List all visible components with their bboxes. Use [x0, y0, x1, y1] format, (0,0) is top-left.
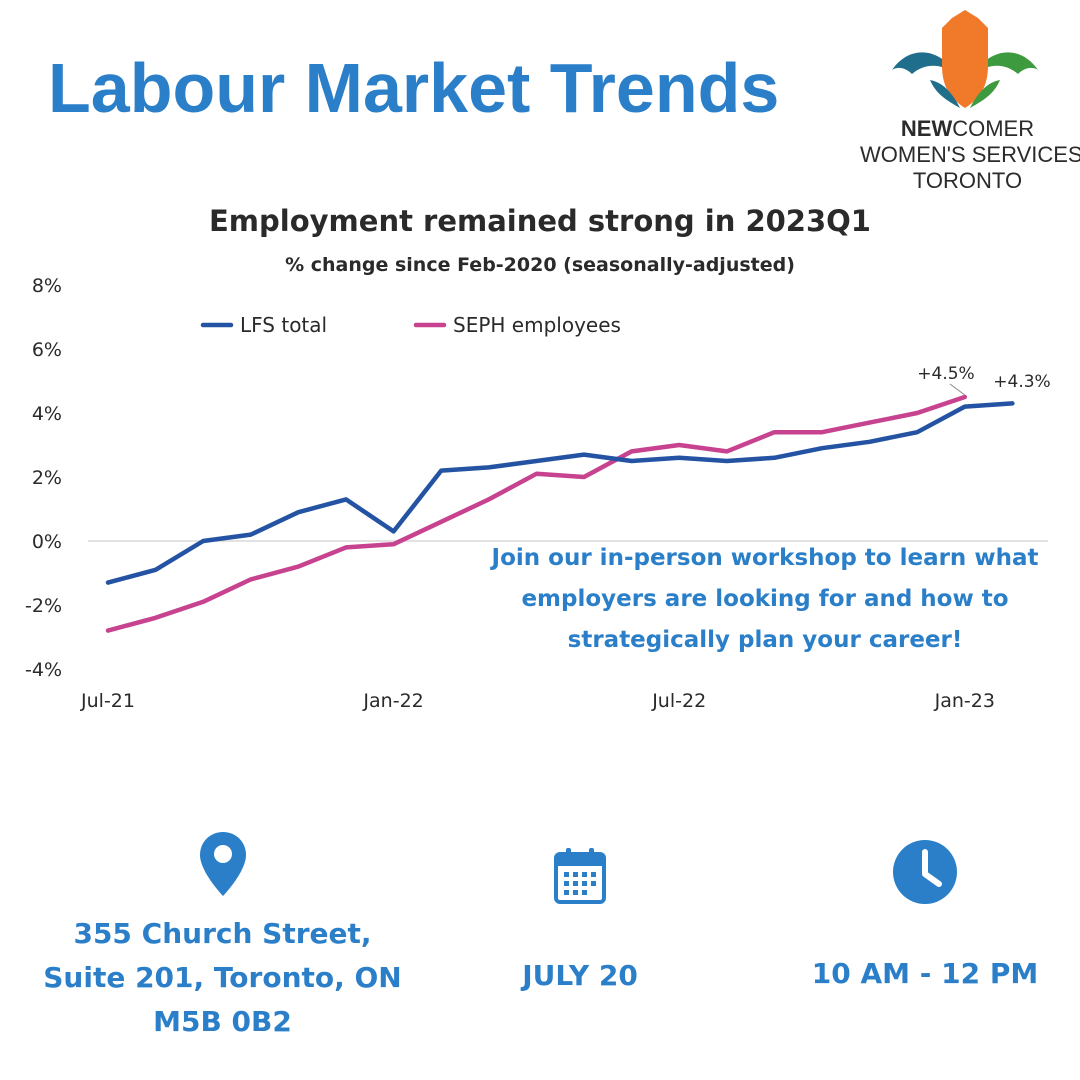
y-tick-label: 4% — [32, 403, 62, 425]
logo-line-2: WOMEN'S SERVICES — [860, 142, 1080, 167]
location-line-1: 355 Church Street, — [73, 917, 372, 950]
y-tick-label: -4% — [25, 659, 62, 681]
line-chart: 8% 6% 4% 2% 0% -2% -4% Jul-21 Jan-22 Jul-22 Jan-23… — [25, 275, 1051, 712]
organization-logo: NEWCOMER WOMEN'S SERVICES TORONTO — [860, 8, 1080, 193]
series-line-seph-employees — [105, 394, 968, 633]
event-date: JULY 20 — [522, 959, 638, 992]
legend-label: LFS total — [240, 313, 327, 337]
legend-label: SEPH employees — [453, 313, 621, 337]
y-tick-label: 0% — [32, 531, 62, 553]
x-tick-label: Jan-23 — [934, 690, 995, 712]
page-title: Labour Market Trends — [48, 49, 780, 127]
date-block: JULY 20 — [430, 830, 730, 998]
event-time: 10 AM - 12 PM — [811, 957, 1039, 990]
chart-subtitle: % change since Feb-2020 (seasonally-adju… — [285, 254, 795, 276]
location-line-3: M5B 0B2 — [153, 1005, 292, 1038]
data-annotation: +4.5% — [917, 364, 974, 384]
chart-title: Employment remained strong in 2023Q1 — [209, 204, 871, 238]
promo-line-3: strategically plan your career! — [567, 627, 963, 653]
logo-line-1: NEWCOMER — [900, 116, 1035, 141]
data-annotation: +4.3% — [993, 372, 1050, 392]
logo-emblem-icon — [892, 10, 1038, 108]
map-pin-icon — [199, 832, 246, 896]
promo-line-1: Join our in-person workshop to learn wha… — [491, 545, 1039, 571]
logo-line-3: TORONTO — [912, 168, 1023, 193]
x-tick-label: Jan-22 — [362, 690, 423, 712]
annotation-leader — [949, 383, 966, 396]
calendar-icon — [554, 848, 606, 904]
y-tick-label: 2% — [32, 467, 62, 489]
x-tick-label: Jul-22 — [651, 690, 706, 712]
y-tick-label: 8% — [32, 275, 62, 297]
x-tick-label: Jul-21 — [80, 690, 135, 712]
y-tick-label: -2% — [25, 595, 62, 617]
location-line-2: Suite 201, Toronto, ON — [43, 961, 402, 994]
location-block: 355 Church Street, Suite 201, Toronto, O… — [30, 830, 415, 1044]
promo-line-2: employers are looking for and how to — [521, 586, 1009, 612]
workshop-promo: Join our in-person workshop to learn wha… — [455, 538, 1075, 661]
y-tick-label: 6% — [32, 339, 62, 361]
time-block: 10 AM - 12 PM — [775, 830, 1075, 996]
series-line-lfs-total — [105, 401, 1015, 585]
clock-icon — [893, 840, 957, 904]
